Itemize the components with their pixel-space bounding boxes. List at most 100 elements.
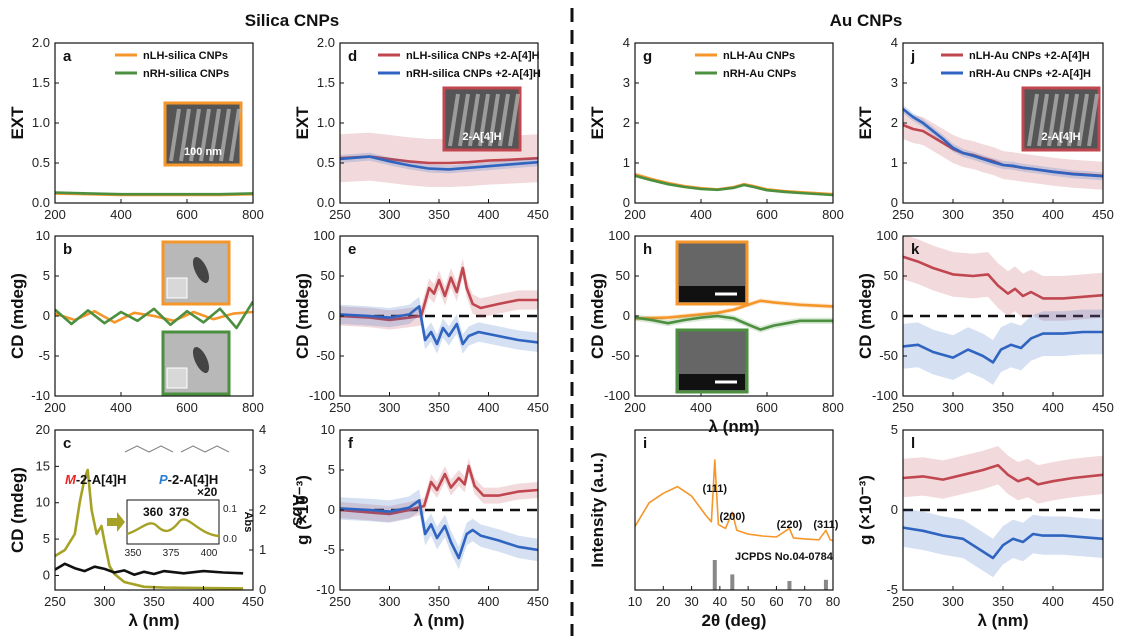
x-tick-label: 200 xyxy=(624,400,646,415)
legend-label: nLH-silica CNPs xyxy=(143,50,228,62)
x-axis-label: λ (nm) xyxy=(709,417,760,436)
series-band-red xyxy=(340,458,538,522)
y-tick-label: -100 xyxy=(604,388,630,403)
series-line-green xyxy=(635,174,833,197)
y-tick-label: -5 xyxy=(323,542,335,557)
x-tick-label: 10 xyxy=(628,594,642,609)
x-tick-label: 300 xyxy=(942,594,964,609)
series-band-green xyxy=(635,312,833,333)
y2-tick-label: 1 xyxy=(259,542,266,557)
x-tick-label: 400 xyxy=(193,594,215,609)
inset-x-tick: 350 xyxy=(125,548,142,559)
y-tick-label: 100 xyxy=(608,228,630,243)
series-line-red xyxy=(903,255,1103,300)
zoom-curve xyxy=(126,518,220,538)
inset-x-tick: 375 xyxy=(163,548,180,559)
panel-letter: j xyxy=(910,48,915,65)
peak-label: 378 xyxy=(169,505,189,519)
reference-label: JCPDS No.04-0784 xyxy=(735,551,834,563)
panel-letter: h xyxy=(643,241,652,258)
peak-index-label: (200) xyxy=(719,511,745,523)
x-tick-label: 600 xyxy=(756,207,778,222)
y-tick-label: 2.0 xyxy=(32,35,50,50)
x-tick-label: 400 xyxy=(478,594,500,609)
peak-index-label: (111) xyxy=(703,483,728,495)
y-tick-label: -10 xyxy=(316,582,335,597)
y2-tick-label: 4 xyxy=(259,422,266,437)
series-band-red xyxy=(903,446,1103,504)
x-tick-label: 450 xyxy=(1092,594,1114,609)
panel-b: 200 400 600 800 -10 -5 0 5 10 CD (mdeg) b xyxy=(8,228,264,415)
x-tick-label: 350 xyxy=(428,207,450,222)
y-tick-label: 3 xyxy=(891,75,898,90)
x-tick-label: 600 xyxy=(176,207,198,222)
y-axis-label: g (×10⁻³) xyxy=(856,475,875,545)
x-axis-label: λ (nm) xyxy=(978,611,1029,630)
panel-letter: f xyxy=(348,435,354,452)
legend-label: nRH-silica CNPs xyxy=(143,68,229,80)
y-tick-label: 2 xyxy=(891,115,898,130)
panel-j: 250 300 350 400 450 0 1 2 3 4 EXT j nLH-Au CNPs +2-A… xyxy=(856,35,1114,222)
panel-d: 250 300 350 400 450 0.0 0.5 1.0 1.5 2.0 EXT d nLH-si… xyxy=(293,35,549,222)
x-tick-label: 300 xyxy=(942,400,964,415)
x-tick-label: 800 xyxy=(822,207,844,222)
y-tick-label: 0.0 xyxy=(32,195,50,210)
y-tick-label: 1 xyxy=(623,155,630,170)
y-tick-label: 10 xyxy=(36,495,50,510)
peak-index-label: (311) xyxy=(813,519,838,531)
inset-x-tick: 400 xyxy=(201,548,218,559)
y-axis-label: CD (mdeg) xyxy=(856,273,875,359)
y-tick-label: 0.5 xyxy=(32,155,50,170)
legend-label: nLH-silica CNPs +2-A[4]H xyxy=(406,50,540,62)
x-tick-label: 200 xyxy=(624,207,646,222)
y-axis-label: EXT xyxy=(856,106,875,140)
series-line-green xyxy=(55,300,253,330)
x-tick-label: 400 xyxy=(1042,207,1064,222)
zoom-arrow xyxy=(107,512,125,532)
inset-y-tick: 0.0 xyxy=(223,534,237,545)
y2-tick-label: 2 xyxy=(259,502,266,517)
series-line-blue xyxy=(340,155,538,171)
series-line-red xyxy=(340,464,538,516)
panel-g: 200 400 600 800 0 1 2 3 4 EXT g nLH-Au CNPs nRH-Au C… xyxy=(588,35,844,222)
series-line-blue xyxy=(903,526,1103,560)
series-line-green xyxy=(635,314,833,331)
x-tick-label: 70 xyxy=(797,594,811,609)
y-tick-label: 0 xyxy=(328,502,335,517)
series-line-black xyxy=(55,562,244,576)
x-tick-label: 300 xyxy=(379,594,401,609)
series-line-red xyxy=(903,463,1103,486)
series-band-blue xyxy=(340,296,538,354)
peak-label: 360 xyxy=(143,505,163,519)
panel-letter: b xyxy=(63,241,72,258)
series-band-blue xyxy=(903,508,1103,578)
panel-letter: d xyxy=(348,48,357,65)
x-tick-label: 350 xyxy=(428,594,450,609)
x-tick-label: 80 xyxy=(826,594,840,609)
silica-header: Silica CNPs xyxy=(245,11,340,30)
reference-bar xyxy=(787,581,792,590)
inset-y-tick: 0.1 xyxy=(223,504,237,515)
legend-label: nLH-Au CNPs +2-A[4]H xyxy=(969,50,1090,62)
x-tick-label: 40 xyxy=(713,594,727,609)
y-axis-label: CD (mdeg) xyxy=(8,273,27,359)
y-tick-label: 15 xyxy=(36,458,50,473)
series-band-blue xyxy=(340,489,538,570)
x-tick-label: 400 xyxy=(690,207,712,222)
x-tick-label: 350 xyxy=(992,400,1014,415)
panel-a: 200 400 600 800 0.0 0.5 1.0 1.5 2.0 EXT a nLH-silic… xyxy=(8,35,264,222)
x-tick-label: 450 xyxy=(242,594,264,609)
inset-label: 2-A[4]H xyxy=(1041,131,1080,143)
x-tick-label: 450 xyxy=(527,207,549,222)
y-tick-label: 0.5 xyxy=(317,155,335,170)
plot-frame xyxy=(634,42,834,204)
y-tick-label: -10 xyxy=(31,388,50,403)
y-tick-label: -100 xyxy=(309,388,335,403)
x-tick-label: 450 xyxy=(1092,207,1114,222)
panel-letter: l xyxy=(911,435,915,452)
panel-letter: c xyxy=(63,435,71,452)
y-tick-label: 0 xyxy=(43,567,50,582)
